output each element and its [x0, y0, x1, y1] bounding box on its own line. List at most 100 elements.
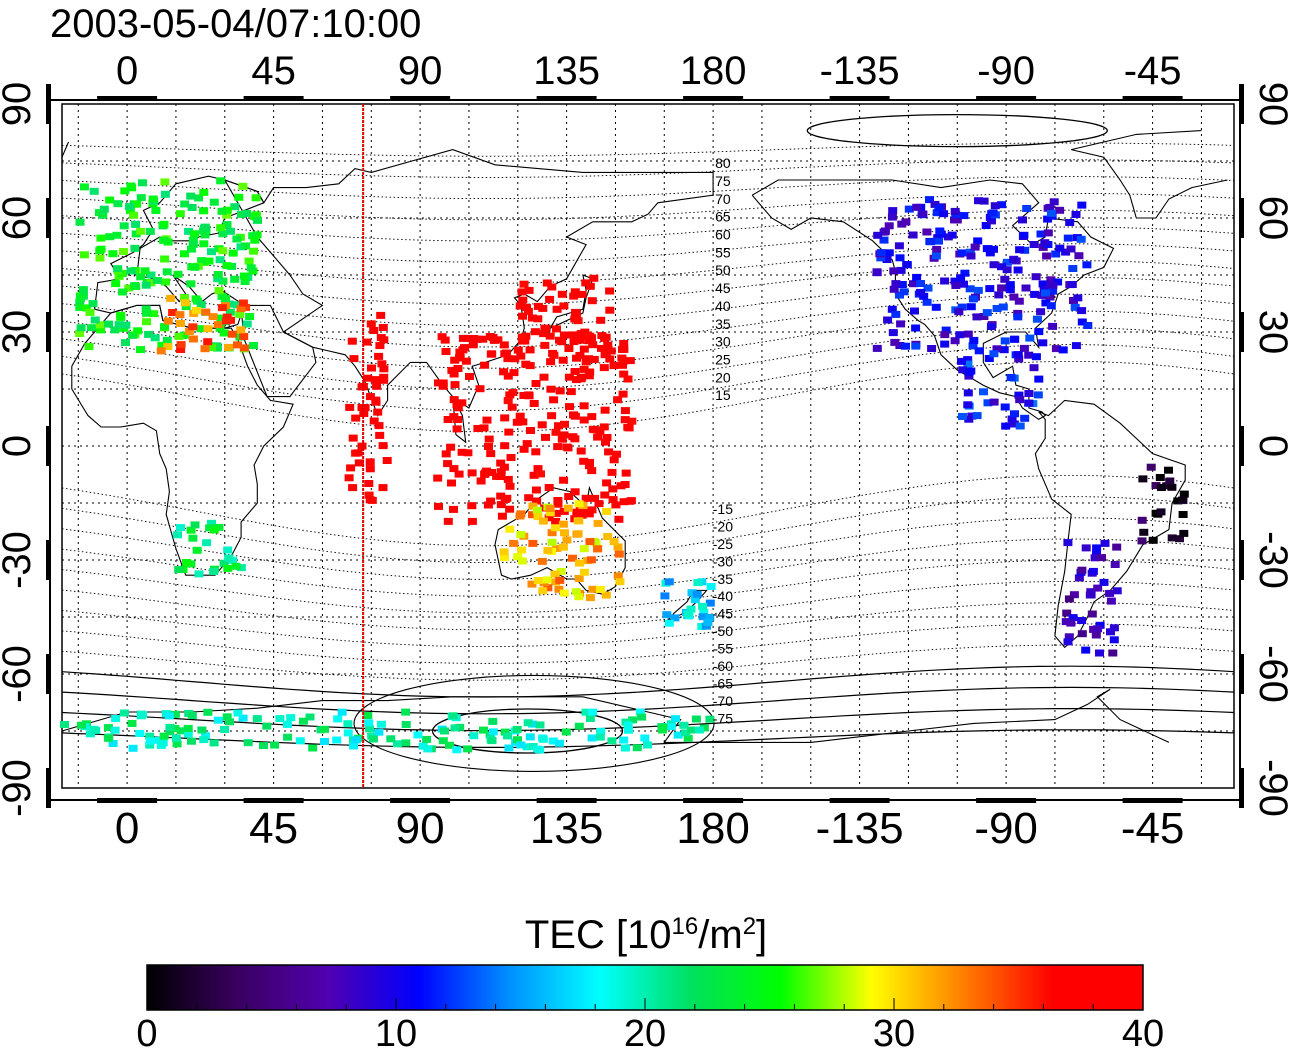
tec-cell: [368, 735, 378, 743]
tec-cell: [579, 416, 589, 424]
tec-cell: [518, 312, 527, 320]
tec-cell: [238, 182, 248, 190]
tec-cell: [452, 425, 462, 433]
tec-cell: [1097, 554, 1106, 562]
tec-cell: [587, 297, 597, 305]
tec-cell: [194, 194, 204, 202]
tec-cell: [544, 484, 554, 491]
tec-cell: [1137, 516, 1147, 524]
top-lon-label: -90: [977, 49, 1035, 93]
tec-cell: [1109, 624, 1119, 632]
tec-cell: [145, 732, 155, 740]
tec-cell: [205, 524, 215, 532]
tec-cell: [958, 413, 967, 420]
tec-cell: [230, 275, 240, 283]
tec-cell: [354, 459, 364, 467]
tec-cell: [365, 458, 375, 466]
tec-cell: [203, 338, 213, 346]
contour-label: -50: [713, 623, 733, 639]
tec-cell: [360, 404, 370, 412]
tec-cell: [982, 245, 992, 253]
tec-cell: [547, 529, 557, 537]
tec-cell: [617, 354, 627, 362]
tec-cell: [537, 557, 547, 565]
tec-cell: [1046, 281, 1056, 289]
tec-cell: [1091, 631, 1101, 639]
contour-line: [61, 310, 1235, 369]
tec-cell: [670, 614, 680, 622]
top-lon-label: 135: [533, 49, 600, 93]
tec-cell: [379, 373, 389, 381]
tec-cell: [449, 370, 459, 378]
tec-cell: [526, 427, 535, 434]
tec-cell: [345, 403, 355, 411]
tec-cell: [512, 418, 522, 426]
tec-cell: [159, 220, 169, 228]
tec-cell: [450, 381, 460, 389]
tec-cell: [662, 611, 672, 619]
tec-cell: [457, 448, 467, 456]
tec-cell: [553, 443, 563, 451]
bottom-tick: [1122, 798, 1183, 803]
tec-cell: [183, 724, 193, 732]
tec-cell: [379, 365, 389, 373]
tec-cell: [1005, 281, 1015, 289]
tec-cell: [144, 330, 154, 338]
tec-cell: [1100, 539, 1110, 547]
tec-cell: [130, 282, 140, 290]
tec-cell: [135, 729, 145, 737]
tec-cell: [974, 347, 984, 355]
contour-line: [61, 538, 1235, 597]
contour-line: [61, 496, 1235, 564]
tec-cell: [1046, 302, 1056, 310]
tec-cell: [997, 201, 1007, 209]
tec-cell: [440, 336, 450, 344]
tec-cell: [366, 320, 376, 328]
tec-cell: [895, 254, 905, 262]
tec-cell: [574, 331, 584, 339]
tec-cell: [509, 539, 519, 547]
contour-line: [61, 260, 1235, 306]
tec-cell: [563, 504, 573, 512]
tec-cell: [553, 500, 563, 508]
tec-cell: [113, 200, 123, 208]
tec-cell: [216, 224, 226, 232]
tec-cell: [482, 467, 491, 475]
tec-cell: [894, 242, 904, 250]
tec-cell: [517, 333, 527, 341]
tec-cell: [469, 732, 479, 740]
tec-cell: [1074, 252, 1084, 260]
tec-cell: [160, 255, 170, 263]
bottom-lon-label: 90: [396, 804, 445, 853]
tec-cell: [457, 399, 467, 407]
tec-cell: [1009, 420, 1019, 428]
tec-cell: [128, 744, 138, 752]
tec-cell: [927, 345, 937, 352]
tec-cell: [969, 336, 979, 344]
tec-cell: [519, 445, 529, 453]
tec-cell: [979, 388, 988, 396]
tec-cell: [500, 728, 510, 736]
tec-cell: [367, 496, 377, 504]
tec-cell: [594, 500, 604, 508]
tec-cell: [602, 479, 612, 487]
tec-cell: [228, 249, 238, 257]
tec-cell: [173, 270, 183, 278]
tec-cell: [872, 344, 882, 352]
contour-line: [61, 644, 1235, 681]
tec-cell: [1156, 508, 1166, 516]
tec-cell: [209, 568, 219, 575]
tec-cell: [433, 474, 443, 482]
tec-cell: [515, 302, 525, 310]
tec-cell: [131, 220, 141, 228]
tec-cell: [1155, 474, 1165, 481]
tec-cell: [438, 737, 448, 745]
tec-cell: [985, 285, 995, 293]
tec-cell: [182, 559, 192, 566]
tec-cell: [484, 443, 493, 450]
tec-cell: [992, 345, 1002, 353]
tec-cell: [940, 331, 950, 339]
right-lat-label: 30: [1251, 310, 1292, 355]
tec-cell: [222, 206, 232, 214]
tec-cell: [904, 205, 914, 213]
